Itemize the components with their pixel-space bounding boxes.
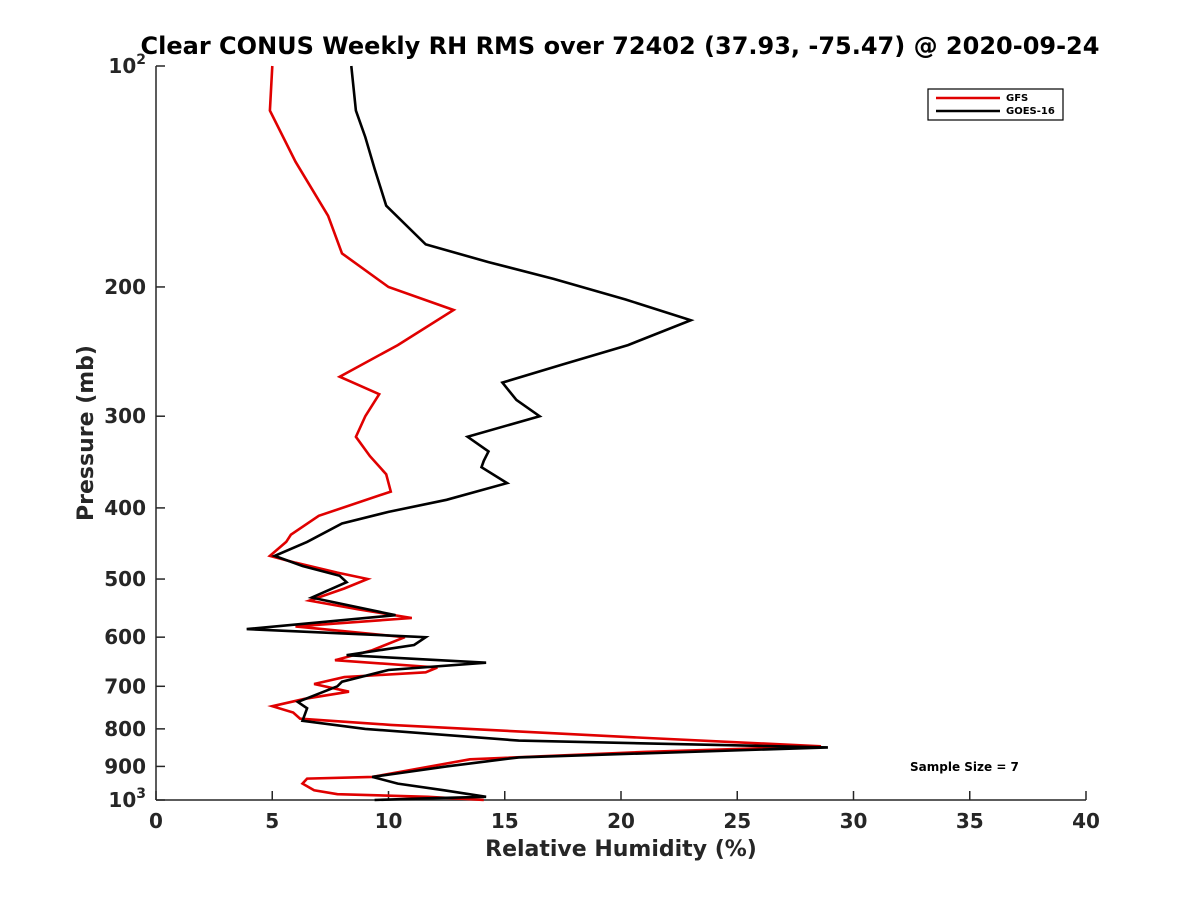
y-tick-label: 800 xyxy=(104,717,146,741)
series-layer xyxy=(246,65,828,802)
y-tick-label: 400 xyxy=(104,496,146,520)
y-tick-label: 700 xyxy=(104,674,146,698)
x-tick-label: 10 xyxy=(375,809,403,833)
y-tick-label: 900 xyxy=(104,754,146,778)
x-tick-label: 35 xyxy=(956,809,984,833)
series-line-goes-16 xyxy=(246,65,828,802)
series-line-gfs xyxy=(267,65,822,802)
x-tick-label: 25 xyxy=(723,809,751,833)
y-tick-label: 102 xyxy=(108,52,146,78)
sample-size-annotation: Sample Size = 7 xyxy=(910,760,1019,774)
legend-label-gfs: GFS xyxy=(1006,93,1028,104)
y-tick-label: 200 xyxy=(104,275,146,299)
y-tick-label: 600 xyxy=(104,625,146,649)
y-tick-label: 103 xyxy=(108,786,146,812)
x-axis-label: Relative Humidity (%) xyxy=(485,837,757,862)
y-tick-label: 300 xyxy=(104,404,146,428)
x-tick-label: 20 xyxy=(607,809,635,833)
legend: GFS GOES-16 xyxy=(927,88,1064,121)
x-tick-label: 30 xyxy=(840,809,868,833)
x-tick-label: 0 xyxy=(149,809,163,833)
legend-label-goes16: GOES-16 xyxy=(1006,106,1055,117)
x-tick-label: 15 xyxy=(491,809,519,833)
x-tick-label: 5 xyxy=(265,809,279,833)
axes: 0 5 10 15 20 25 30 35 40 102 200 300 400 500 600 700 800… xyxy=(104,52,1100,833)
x-tick-label: 40 xyxy=(1072,809,1100,833)
chart-title: Clear CONUS Weekly RH RMS over 72402 (37… xyxy=(141,32,1100,60)
legend-box xyxy=(927,88,1064,121)
plot-area xyxy=(156,66,1086,800)
y-axis-label: Pressure (mb) xyxy=(74,345,99,521)
y-tick-label: 500 xyxy=(104,567,146,591)
